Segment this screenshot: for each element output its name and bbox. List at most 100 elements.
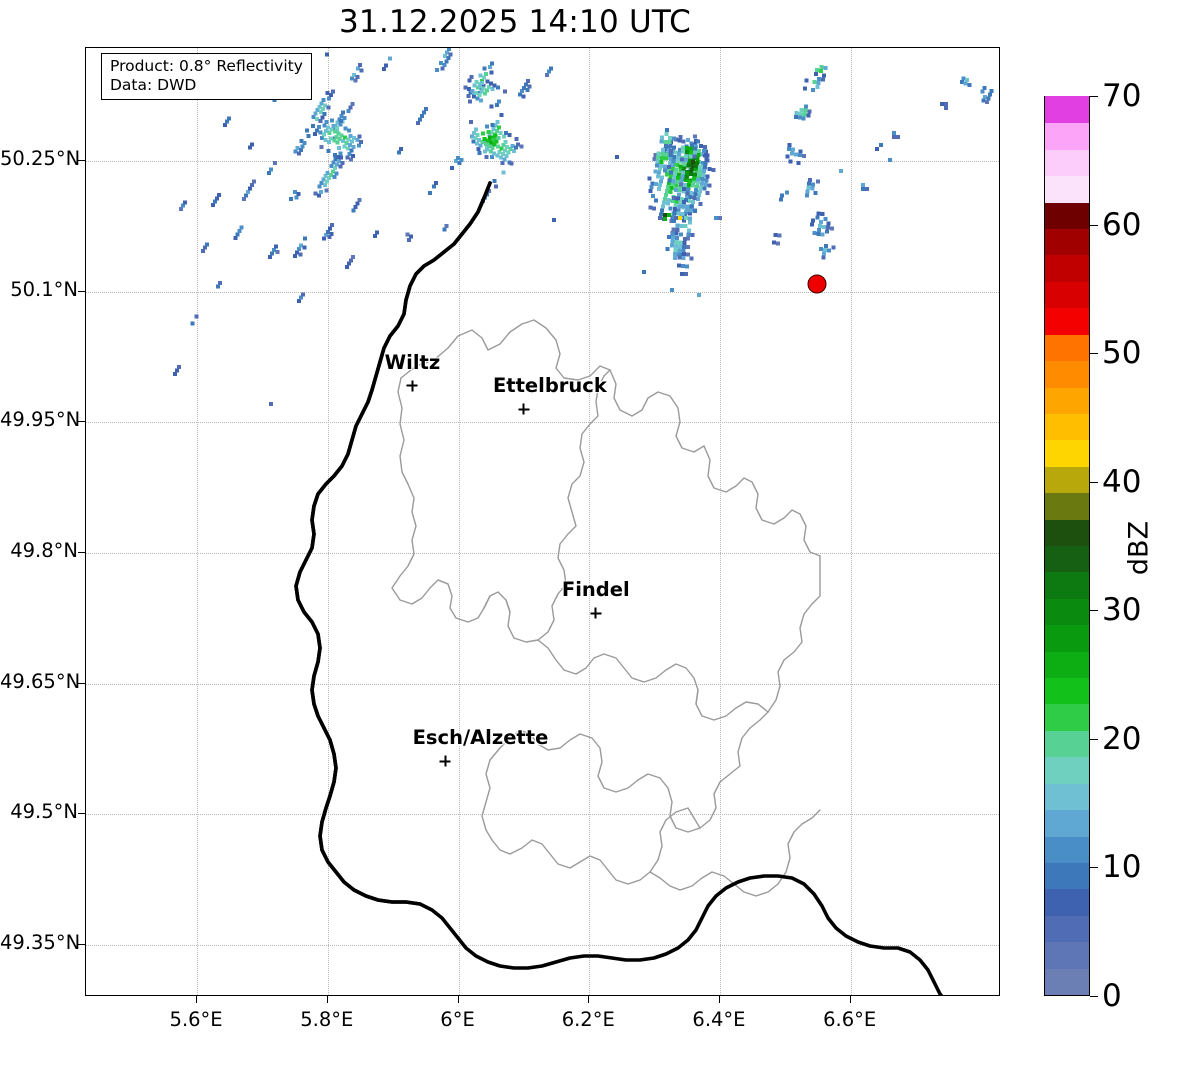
radar-echo-cluster	[289, 190, 301, 201]
radar-echo-cluster	[179, 200, 187, 212]
radar-echo-cluster	[545, 66, 553, 78]
gridline-horizontal	[86, 552, 999, 554]
radar-echo-cluster	[697, 293, 701, 297]
y-axis-tick-label: 50.25°N	[0, 147, 81, 171]
radar-echo-cluster	[469, 119, 524, 166]
gridline-vertical	[197, 48, 199, 995]
radar-echo-cluster	[268, 402, 273, 406]
radar-echo-cluster	[223, 116, 231, 128]
radar-echo-cluster	[980, 85, 994, 104]
colorbar-band	[1045, 492, 1089, 520]
national-borders	[294, 181, 944, 995]
colorbar-band	[1045, 280, 1089, 309]
radar-echo-cluster	[772, 232, 782, 246]
colorbar-band	[1045, 148, 1089, 177]
radar-echo-cluster	[267, 160, 277, 176]
gridline-vertical	[850, 48, 852, 995]
radar-echo-cluster	[839, 169, 843, 173]
colorbar-band	[1045, 914, 1089, 943]
colorbar-band	[1045, 782, 1089, 811]
radar-echo-cluster	[674, 216, 682, 220]
radar-echo-cluster	[680, 138, 698, 162]
radar-echo-cluster	[655, 144, 673, 173]
colorbar-band	[1045, 254, 1089, 282]
colorbar-band	[1045, 122, 1089, 150]
district-borders	[391, 319, 821, 897]
radar-echo-cluster	[804, 177, 820, 198]
luxembourg-outline	[294, 181, 492, 906]
colorbar-band	[1045, 703, 1089, 731]
radar-echo-cluster	[463, 74, 507, 109]
radar-echo-cluster	[428, 180, 438, 196]
y-axis-tick-label: 49.95°N	[0, 408, 81, 432]
y-axis-tick-label: 49.65°N	[0, 669, 81, 693]
page-title: 31.12.2025 14:10 UTC	[339, 4, 691, 40]
colorbar-tick-mark	[1090, 96, 1098, 97]
colorbar-band	[1045, 544, 1089, 573]
radar-echo-cluster	[382, 56, 392, 71]
y-axis-tick-mark	[78, 421, 85, 423]
radar-echo-cluster	[435, 48, 453, 72]
y-axis-tick-mark	[78, 551, 85, 553]
x-axis-tick-mark	[196, 996, 198, 1003]
gridline-horizontal	[86, 944, 999, 946]
colorbar-band	[1045, 861, 1089, 890]
radar-echo-cluster	[242, 179, 256, 201]
radar-echo-cluster	[293, 236, 308, 258]
colorbar-tick-label: 20	[1102, 720, 1142, 757]
radar-echo-cluster	[552, 218, 556, 222]
radar-echo-cluster	[714, 216, 722, 220]
gridline-vertical	[719, 48, 721, 995]
x-axis-tick-label: 6.2°E	[561, 1008, 615, 1031]
radar-echo-cluster	[665, 227, 690, 260]
radar-echo-cluster	[248, 142, 254, 150]
colorbar-band	[1045, 809, 1089, 837]
radar-site-marker[interactable]	[807, 274, 827, 294]
radar-echo-cluster	[888, 158, 892, 162]
radar-echo-cluster	[810, 211, 834, 237]
radar-echo-cluster	[322, 222, 335, 241]
radar-echo-cluster	[442, 223, 449, 232]
city-label: Wiltz	[384, 350, 441, 374]
x-axis-tick-mark	[849, 996, 851, 1003]
colorbar-band	[1045, 201, 1089, 230]
y-axis-tick-label: 49.8°N	[10, 538, 78, 562]
x-axis-tick-label: 5.6°E	[169, 1008, 223, 1031]
colorbar-tick-label: 70	[1102, 78, 1142, 114]
radar-echo-cluster	[372, 230, 379, 238]
radar-echo-cluster	[211, 192, 221, 208]
x-axis-tick-mark	[326, 996, 328, 1003]
colorbar-title: dBZ	[1123, 520, 1155, 576]
y-axis-tick-label: 49.35°N	[0, 930, 81, 954]
x-axis-tick-label: 5.8°E	[300, 1008, 354, 1031]
radar-echo-cluster	[861, 183, 869, 191]
radar-echo-cluster	[297, 292, 305, 304]
radar-echo-cluster	[215, 281, 222, 289]
radar-echo-cluster	[819, 243, 836, 260]
colorbar-band	[1045, 465, 1089, 494]
y-axis-tick-mark	[78, 943, 85, 945]
gridline-horizontal	[86, 161, 999, 163]
radar-echo-cluster	[670, 288, 674, 292]
radar-echo-cluster	[892, 131, 900, 139]
radar-echo-cluster	[172, 365, 181, 376]
y-axis-tick-mark	[78, 813, 85, 815]
colorbar-band	[1045, 307, 1089, 335]
radar-echo-cluster	[416, 107, 428, 125]
info-product-line: Product: 0.8° Reflectivity	[110, 57, 303, 75]
gridline-horizontal	[86, 814, 999, 816]
colorbar-tick-label: 60	[1102, 206, 1142, 243]
x-axis-tick-label: 6.6°E	[823, 1008, 877, 1031]
colorbar-band	[1045, 360, 1089, 388]
radar-echo-cluster	[293, 128, 311, 156]
colorbar-band	[1045, 228, 1089, 256]
colorbar[interactable]	[1044, 95, 1090, 996]
radar-echo-cluster	[268, 244, 280, 259]
colorbar-band	[1045, 95, 1089, 124]
city-marker	[439, 755, 451, 767]
city-marker	[406, 380, 418, 392]
colorbar-tick-mark	[1090, 610, 1098, 612]
radar-plot-area[interactable]: Wiltz Ettelbruck Findel Esch/Alzette Produc…	[85, 47, 1000, 996]
x-axis-tick-mark	[457, 996, 459, 1003]
